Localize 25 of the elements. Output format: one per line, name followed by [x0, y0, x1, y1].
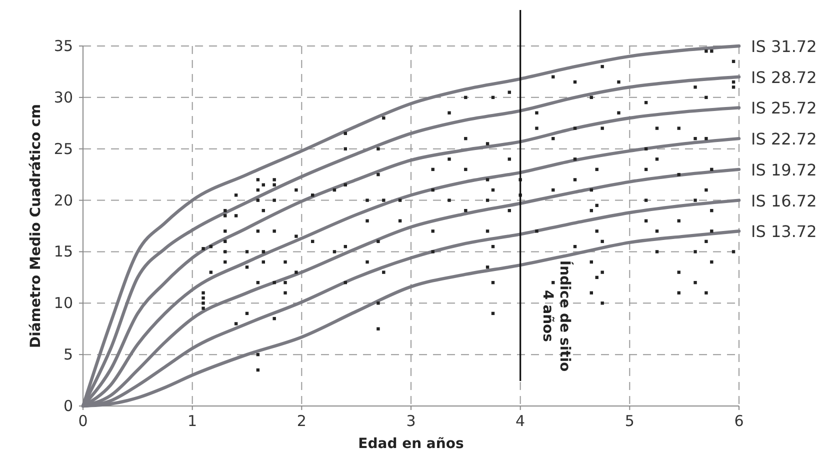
y-tick-label: 0: [63, 397, 73, 415]
y-axis-title: Diámetro Medio Cuadrático cm: [28, 104, 44, 348]
series-label: IS 31.72: [751, 37, 817, 56]
series-label: IS 28.72: [751, 68, 817, 87]
series-label: IS 16.72: [751, 191, 817, 210]
y-tick-label: 5: [63, 346, 73, 364]
series-label: IS 25.72: [751, 98, 817, 118]
series-label: IS 22.72: [751, 130, 817, 149]
x-tick-label: 5: [624, 412, 634, 430]
y-tick-label: 30: [54, 88, 73, 106]
x-tick-label: 4: [516, 412, 526, 430]
y-tick-label: 15: [54, 242, 73, 261]
x-axis-title: Edad en años: [358, 436, 464, 452]
x-tick-label: 0: [78, 412, 88, 430]
x-tick-label: 3: [406, 412, 416, 430]
x-tick-label: 2: [296, 412, 306, 430]
y-tick-label: 10: [54, 294, 73, 312]
x-tick-label: 6: [734, 412, 744, 430]
ref-line-label: Índice de sitio 4 años: [539, 260, 574, 372]
y-tick-label: 20: [54, 191, 73, 210]
series-label: IS 13.72: [751, 222, 817, 242]
series-label: IS 19.72: [751, 160, 817, 180]
y-tick-label: 25: [54, 140, 73, 158]
x-tick-label: 1: [188, 412, 198, 430]
y-tick-label: 35: [54, 37, 73, 55]
